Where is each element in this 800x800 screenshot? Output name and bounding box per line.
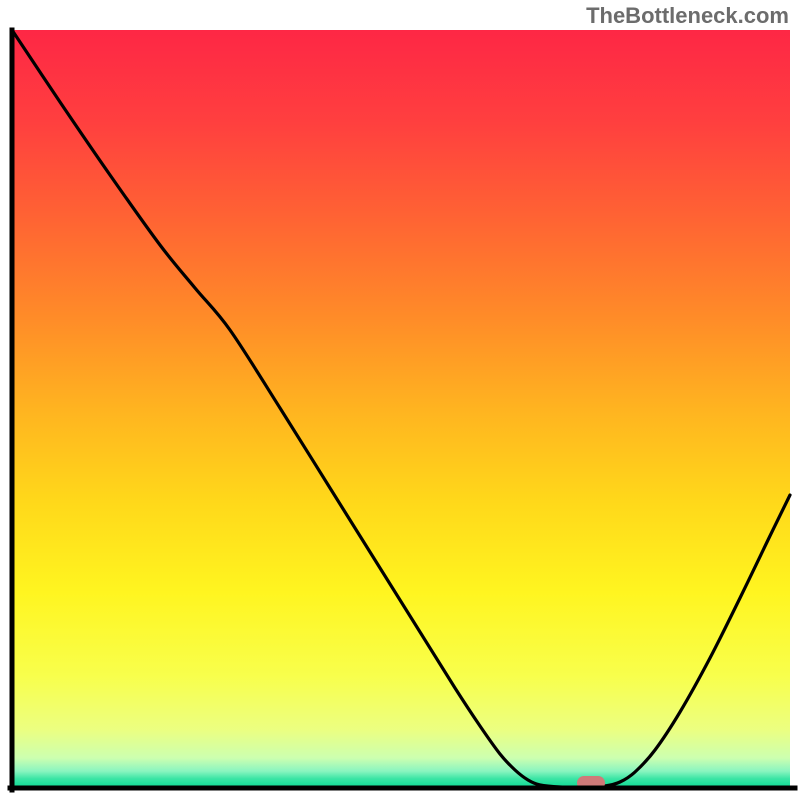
attribution-text: TheBottleneck.com [586, 3, 789, 29]
chart-container: { "attribution": { "text": "TheBottlenec… [0, 0, 800, 800]
bottleneck-chart [0, 0, 800, 800]
gradient-background [10, 30, 790, 790]
